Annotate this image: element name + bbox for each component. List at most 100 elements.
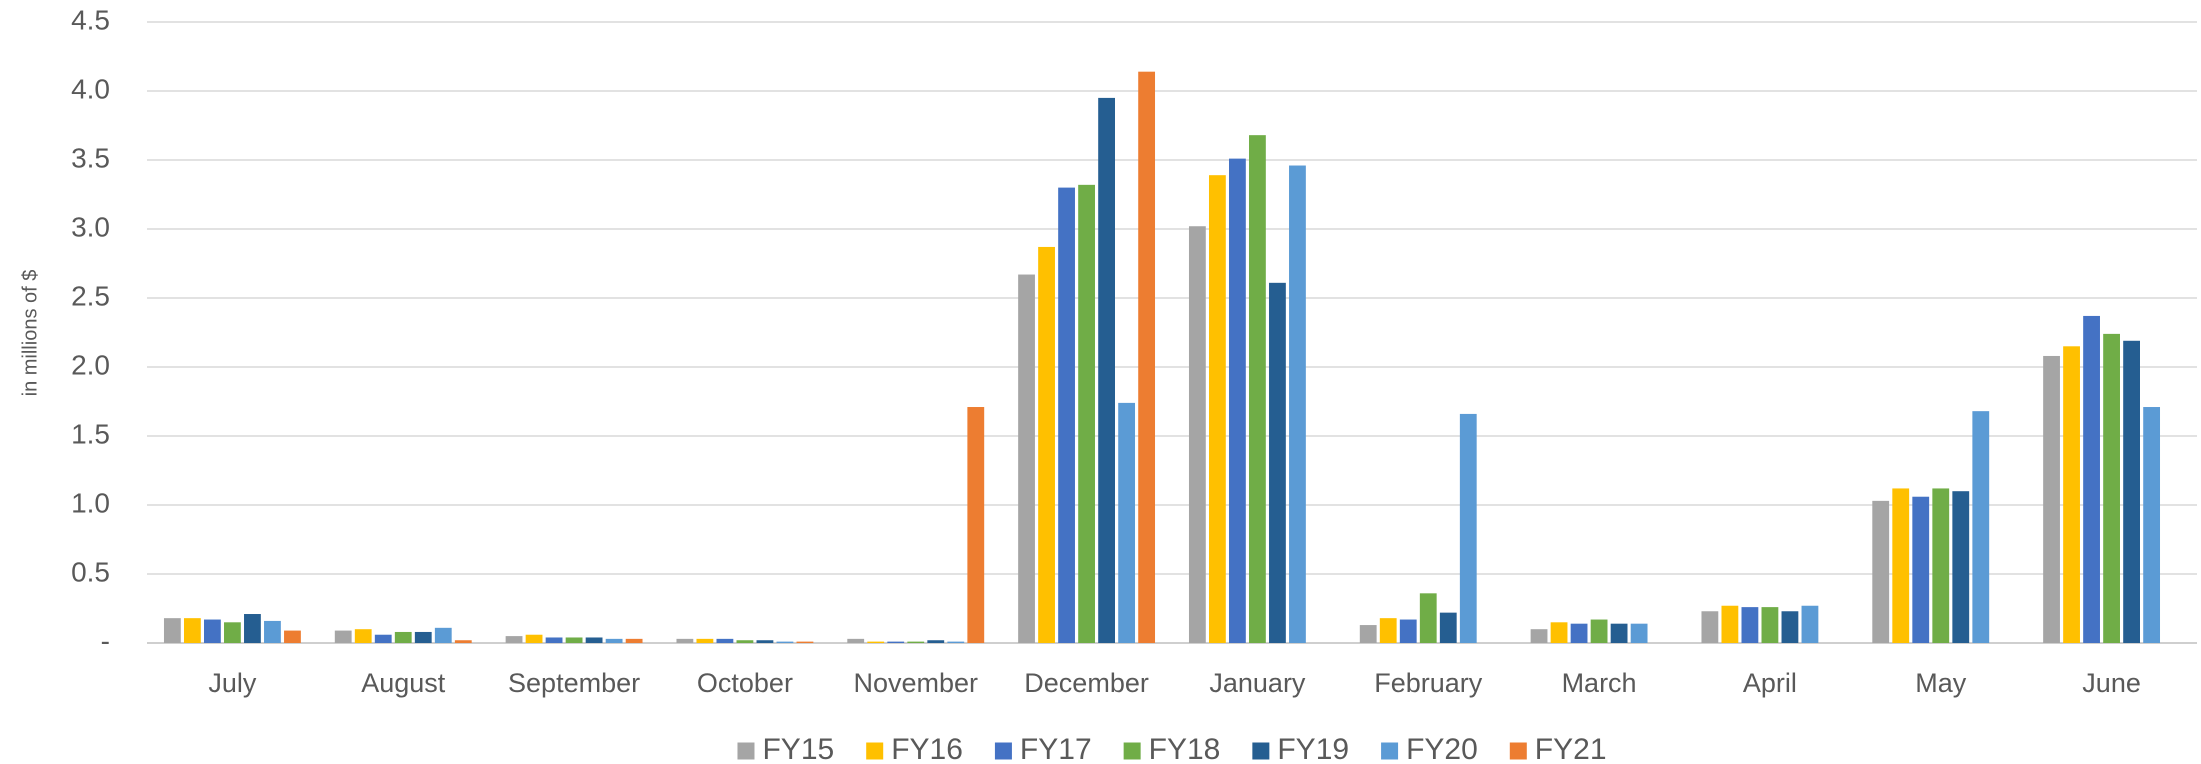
legend-swatch	[1509, 742, 1527, 760]
bar	[2063, 346, 2080, 643]
legend-swatch	[1252, 742, 1270, 760]
bar	[907, 641, 925, 643]
bar	[565, 637, 583, 643]
x-tick-label: May	[1915, 668, 1967, 698]
x-tick-label: March	[1562, 668, 1637, 698]
bar	[1188, 226, 1206, 644]
y-tick-label: 2.5	[71, 280, 110, 311]
bar	[1399, 619, 1417, 643]
legend-label: FY15	[762, 733, 834, 764]
legend-label: FY20	[1406, 733, 1478, 764]
bar	[1761, 607, 1779, 643]
bar	[1872, 500, 1890, 643]
y-tick-label: 3.5	[71, 142, 110, 173]
bar	[2083, 315, 2100, 643]
y-tick-label: 4.5	[71, 4, 110, 35]
bar	[947, 641, 965, 643]
legend-label: FY21	[1535, 733, 1607, 764]
bar	[1459, 413, 1477, 643]
bar	[1630, 623, 1648, 643]
bar	[605, 638, 623, 643]
bar	[796, 641, 814, 643]
x-tick-label: April	[1743, 668, 1797, 698]
bar	[887, 641, 905, 643]
bar	[1078, 184, 1095, 643]
bar	[1781, 611, 1799, 643]
legend-label: FY16	[891, 733, 963, 764]
bar	[927, 640, 945, 643]
bar	[1269, 282, 1286, 643]
bar	[625, 638, 643, 643]
y-tick-label: -	[101, 625, 110, 656]
bar	[525, 634, 543, 643]
bar	[1379, 618, 1397, 643]
bar	[2123, 340, 2141, 643]
bar	[1018, 274, 1035, 643]
bar	[967, 407, 985, 643]
bar	[505, 636, 523, 643]
x-tick-label: November	[853, 668, 978, 698]
legend-swatch	[1381, 742, 1399, 760]
x-tick-label: July	[208, 668, 257, 698]
y-tick-label: 1.5	[71, 418, 110, 449]
bar	[1952, 491, 1970, 643]
bar	[1912, 496, 1930, 643]
bar	[1058, 187, 1075, 643]
bar	[183, 618, 201, 643]
bar	[1892, 488, 1910, 643]
bar	[264, 620, 281, 643]
legend-swatch	[866, 742, 884, 760]
y-axis-label: in millions of $	[19, 270, 41, 397]
bar	[2103, 333, 2120, 643]
y-tick-label: 3.0	[71, 211, 110, 242]
x-tick-label: February	[1374, 668, 1483, 698]
bar	[1801, 605, 1819, 643]
x-tick-label: June	[2082, 668, 2141, 698]
bar	[1590, 619, 1608, 643]
bar	[1550, 622, 1568, 643]
bar	[203, 619, 221, 643]
legend-label: FY19	[1277, 733, 1349, 764]
legend-swatch	[1123, 742, 1141, 760]
bar	[1419, 593, 1437, 643]
bar	[434, 627, 452, 643]
bar	[374, 634, 392, 643]
bar	[1610, 623, 1628, 643]
bar	[1038, 246, 1055, 643]
x-tick-label: January	[1209, 668, 1306, 698]
x-tick-label: October	[697, 668, 793, 698]
bar	[1208, 175, 1226, 643]
bar	[1701, 611, 1719, 643]
x-tick-label: December	[1024, 668, 1149, 698]
bar	[334, 630, 352, 643]
bar	[414, 631, 432, 643]
bar	[354, 629, 372, 643]
legend-label: FY18	[1149, 733, 1221, 764]
bar	[1249, 135, 1266, 643]
bar	[1932, 488, 1950, 643]
bar	[1570, 623, 1588, 643]
bar	[224, 622, 241, 643]
bar	[1439, 612, 1457, 643]
bar	[545, 637, 563, 643]
bar	[1972, 411, 1990, 643]
bar	[163, 618, 181, 643]
bar	[1741, 607, 1759, 643]
bar	[284, 630, 301, 643]
bar	[1530, 629, 1548, 643]
bar	[736, 640, 754, 643]
bar	[676, 638, 694, 643]
bar	[1098, 97, 1116, 643]
bar	[1118, 402, 1136, 643]
bar	[847, 638, 865, 643]
bar	[696, 638, 714, 643]
y-tick-label: 2.0	[71, 349, 110, 380]
x-tick-label: September	[508, 668, 640, 698]
bar	[867, 641, 885, 643]
bar	[585, 637, 603, 643]
y-tick-label: 4.0	[71, 73, 110, 104]
bar	[1289, 165, 1306, 643]
bar	[716, 638, 734, 643]
bar	[1359, 625, 1377, 643]
